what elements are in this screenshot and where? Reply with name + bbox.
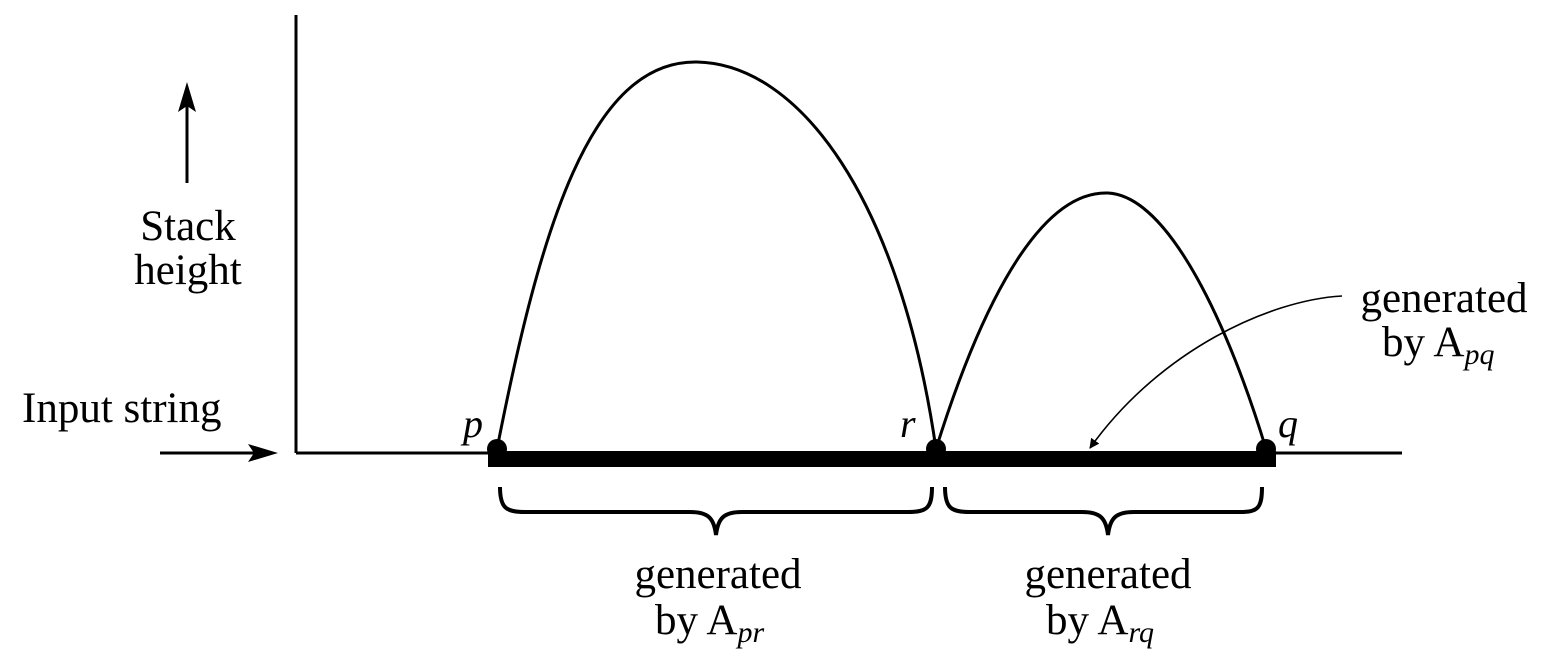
arch-pr [497, 62, 936, 449]
arch-rq [936, 193, 1266, 449]
point-p-label: p [460, 401, 483, 446]
pointer-to-input-segment [1090, 296, 1342, 448]
generated-label-rq: generated [1024, 551, 1191, 598]
point-r-dot [926, 439, 946, 459]
generated-label-pr: generated [634, 551, 801, 598]
input-string-label: Input string [22, 385, 221, 432]
point-q-dot [1256, 439, 1276, 459]
by-label-rq: by Arq [1046, 597, 1154, 649]
brace-pr [500, 487, 932, 535]
stack-height-arrow [178, 82, 196, 183]
point-r-label: r [900, 401, 916, 446]
point-p-dot [487, 439, 507, 459]
by-label-pr: by Apr [655, 597, 764, 649]
stack-label-line2: height [134, 247, 242, 294]
input-segment [488, 451, 1276, 467]
input-string-arrow [160, 444, 278, 462]
generated-label-pq: generated [1360, 275, 1527, 322]
stack-label-line1: Stack [140, 203, 236, 250]
point-q-label: q [1278, 401, 1298, 446]
by-label-pq: by Apq [1382, 319, 1494, 371]
brace-rq [945, 487, 1262, 535]
